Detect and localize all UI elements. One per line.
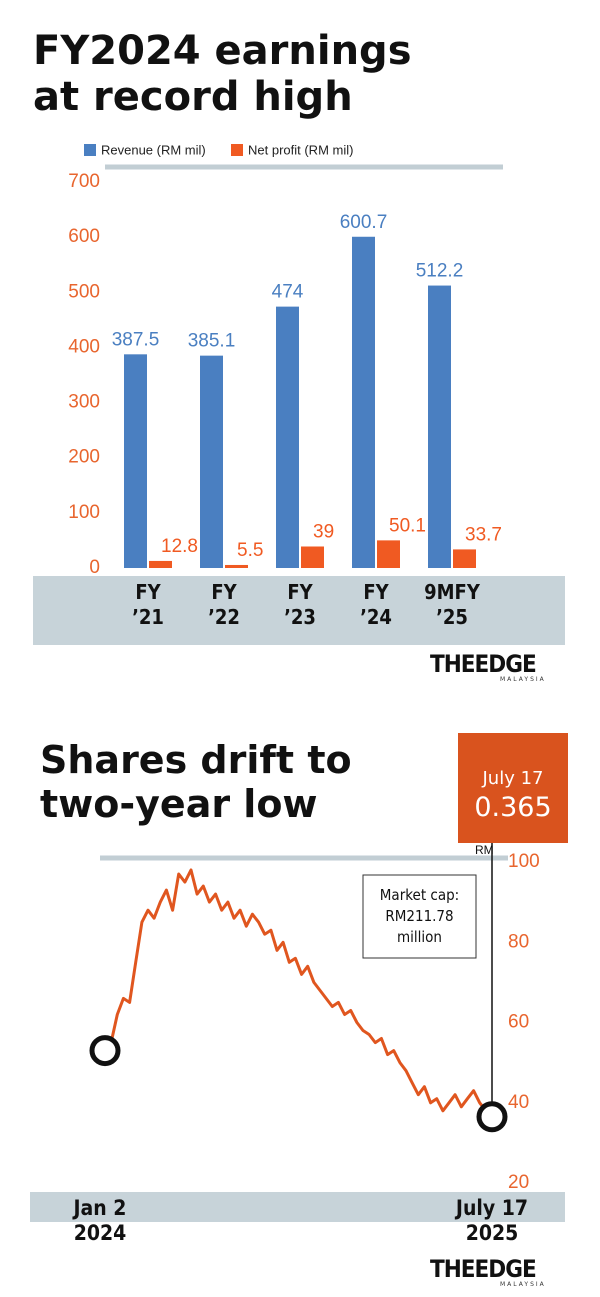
x-tick-label: FY ’22 [208, 580, 240, 629]
end-marker [476, 1101, 508, 1133]
y-tick-label: 500 [68, 281, 100, 302]
y-tick-label: 400 [68, 336, 100, 357]
bar [225, 564, 248, 568]
legend-swatch [231, 144, 243, 156]
value-label: 600.7 [340, 212, 388, 233]
bar [200, 355, 223, 568]
value-label: 5.5 [237, 540, 263, 561]
callout-box [458, 733, 568, 843]
legend-label: Revenue (RM mil) [101, 142, 206, 157]
logo-sub: MALAYSIA [500, 1281, 546, 1288]
callout-date: July 17 [482, 768, 544, 789]
y-tick-label: 300 [68, 392, 100, 413]
axis-band [30, 1192, 565, 1222]
value-label: 387.5 [112, 329, 160, 350]
value-label: 12.8 [161, 536, 198, 557]
value-label: 385.1 [188, 331, 236, 352]
annotation: Market cap: RM211.78 million [379, 886, 460, 946]
value-label: 33.7 [465, 524, 502, 545]
logo: THEEDGE [430, 650, 537, 678]
y-tick-label: 600 [68, 226, 100, 247]
x-tick-label: July 17 2025 [455, 1196, 529, 1245]
x-tick-label: FY ’23 [284, 580, 316, 629]
bar [149, 560, 172, 568]
x-tick-label: FY ’21 [132, 580, 164, 629]
x-tick-label: Jan 2 2024 [73, 1196, 127, 1245]
annotation-box [362, 874, 477, 959]
callout-price: 0.365 [474, 792, 552, 823]
x-tick-label: FY ’24 [360, 580, 392, 629]
y-tick-label: 40 [508, 1092, 529, 1113]
y-tick-label: 100 [68, 502, 100, 523]
y-tick-label: 100 [508, 851, 540, 872]
value-label: 512.2 [416, 261, 464, 282]
bar [124, 354, 147, 568]
end-marker [89, 1035, 121, 1067]
price-line [103, 868, 494, 1118]
bar [453, 549, 476, 568]
bar [377, 540, 400, 568]
logo-sub: MALAYSIA [500, 676, 546, 683]
y-tick-label: 20 [508, 1172, 529, 1193]
x-tick-label: 9MFY ’25 [424, 580, 480, 629]
y-tick-label: 80 [508, 931, 529, 952]
value-label: 50.1 [389, 515, 426, 536]
axis-band [33, 576, 565, 645]
chart-title: FY2024 earnings at record high [33, 28, 412, 120]
value-label: 39 [313, 522, 334, 543]
y-tick-label: 0 [89, 557, 100, 578]
legend-label: Net profit (RM mil) [248, 142, 353, 157]
value-label: 474 [272, 282, 304, 303]
bar [301, 546, 324, 568]
logo: THEEDGE [430, 1255, 537, 1283]
y-tick-label: 200 [68, 447, 100, 468]
legend-swatch [84, 144, 96, 156]
bar [428, 285, 451, 568]
chart-title: Shares drift to two-year low [40, 738, 352, 826]
y-tick-label: 60 [508, 1012, 529, 1033]
y-axis-label: RM [475, 843, 494, 857]
bar [276, 306, 299, 568]
bar [352, 236, 375, 569]
y-tick-label: 700 [68, 171, 100, 192]
